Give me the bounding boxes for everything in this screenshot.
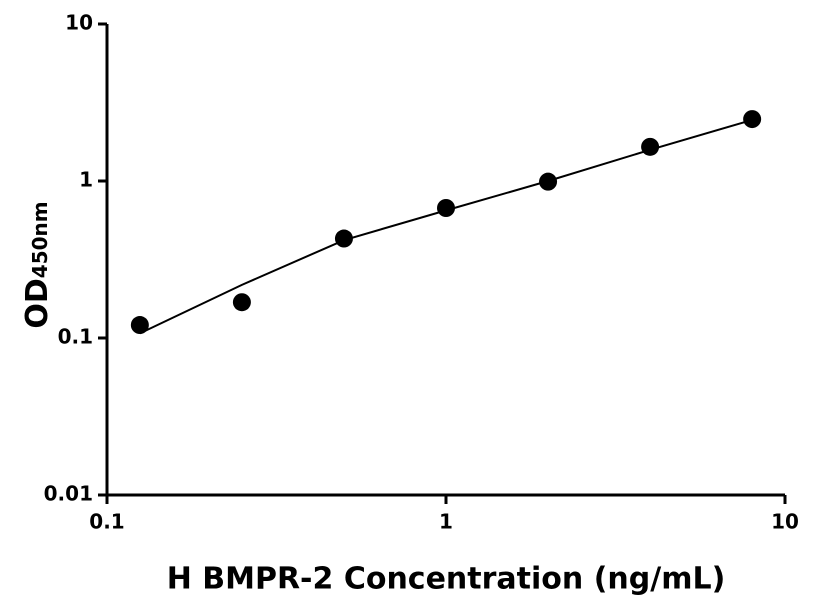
y-tick-label: 1 [79, 168, 93, 192]
data-point [743, 110, 762, 129]
x-tick-label: 10 [771, 510, 799, 534]
y-tick-label: 0.01 [44, 482, 93, 506]
fit-curve [139, 118, 753, 335]
y-tick-label: 10 [65, 11, 93, 35]
x-tick-label: 0.1 [89, 510, 124, 534]
y-axis-label-subscript: 450nm [28, 201, 52, 278]
x-tick-label: 1 [439, 510, 453, 534]
y-axis-label: OD450nm [20, 201, 55, 328]
data-point [539, 172, 558, 191]
y-axis-label-main: OD [20, 278, 55, 328]
data-point [437, 199, 455, 218]
data-point [232, 293, 251, 312]
data-point [641, 137, 660, 156]
data-point [334, 229, 353, 248]
y-tick-label: 0.1 [58, 325, 93, 349]
data-point [130, 316, 149, 335]
x-axis-label: H BMPR-2 Concentration (ng/mL) [167, 562, 726, 597]
